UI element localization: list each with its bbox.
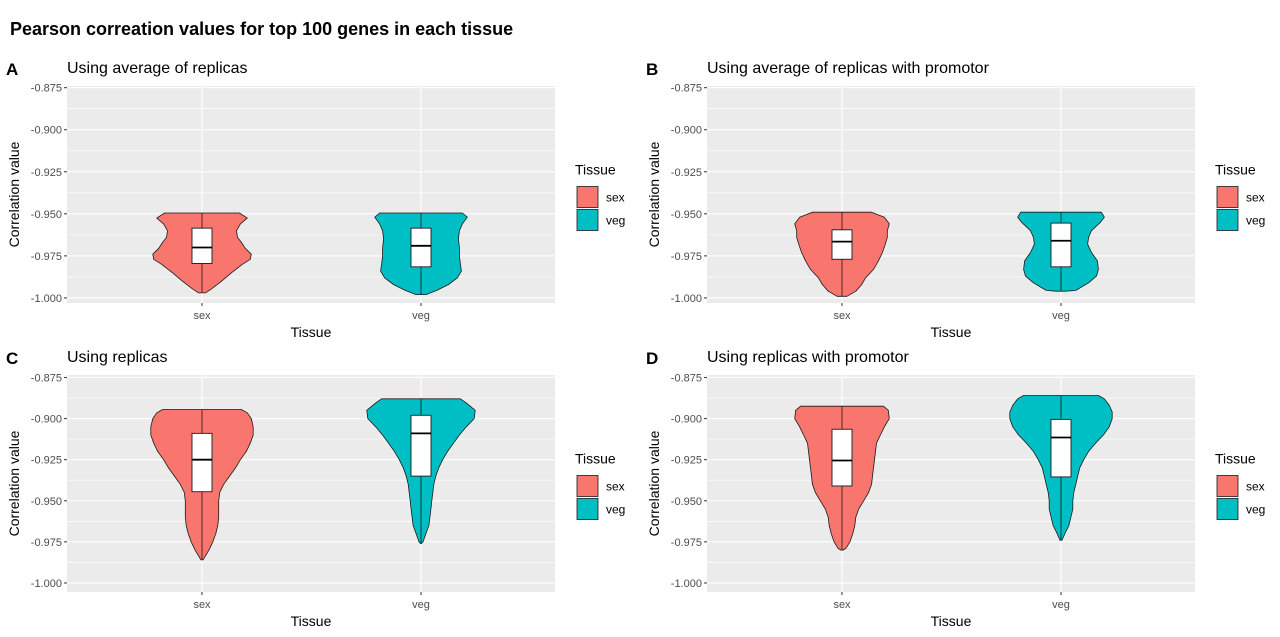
panel-b: B Using average of replicas with promoto…	[640, 56, 1280, 346]
y-tick-label: -0.875	[671, 372, 702, 384]
box-sex	[831, 428, 853, 487]
x-axis-label: Tissue	[931, 613, 972, 629]
legend-title: Tissue	[1215, 162, 1256, 178]
x-axis-label: Tissue	[931, 324, 972, 340]
legend-key-sex	[1216, 475, 1239, 497]
violin-plot: -0.875 -0.900 -0.925 -0.950 -0.975 -1.000 sex v…	[646, 83, 1265, 340]
box-veg	[410, 414, 432, 477]
panel-background	[707, 375, 1195, 592]
panel-letter: C	[6, 349, 19, 368]
legend-label: sex	[606, 191, 625, 205]
y-tick-label: -1.000	[31, 578, 62, 590]
panel-letter: D	[646, 349, 659, 368]
y-tick-label: -0.975	[671, 251, 702, 263]
panel-c: C Using replicas -0.875 -0.900 -0.925 -0.95…	[0, 345, 640, 635]
x-tick-label: veg	[412, 599, 430, 611]
legend-key-sex	[576, 475, 599, 497]
x-tick-label: sex	[193, 599, 211, 611]
box-veg	[410, 227, 432, 268]
x-axis-label: Tissue	[291, 613, 332, 629]
violin-plot: -0.875 -0.900 -0.925 -0.950 -0.975 -1.000 sex v…	[646, 372, 1265, 629]
panel-title: Using replicas with promotor	[707, 349, 909, 366]
panel-background	[707, 86, 1195, 303]
y-tick-label: -0.925	[671, 455, 702, 467]
legend-label: sex	[1246, 191, 1265, 205]
y-tick-label: -0.875	[31, 83, 62, 95]
panel-background	[67, 375, 555, 592]
y-tick-label: -1.000	[31, 293, 62, 305]
legend-title: Tissue	[575, 162, 616, 178]
legend-key-veg	[576, 498, 599, 520]
legend-label: sex	[606, 480, 625, 494]
y-tick-label: -0.900	[31, 125, 62, 137]
violin-plot: -0.875 -0.900 -0.925 -0.950 -0.975 -1.000 sex v…	[6, 372, 625, 629]
y-tick-label: -0.975	[31, 251, 62, 263]
legend-label: veg	[606, 214, 625, 228]
x-tick-label: sex	[833, 310, 851, 322]
panel-letter: A	[6, 60, 19, 79]
box-sex	[191, 432, 213, 493]
legend-key-veg	[1216, 209, 1239, 231]
legend-key-veg	[1216, 498, 1239, 520]
legend-key-veg	[576, 209, 599, 231]
legend-key-sex	[576, 186, 599, 208]
legend-label: veg	[606, 503, 625, 517]
y-tick-label: -0.950	[31, 209, 62, 221]
legend-title: Tissue	[1215, 451, 1256, 467]
legend-label: veg	[1246, 503, 1265, 517]
panel-d: D Using replicas with promotor -0.875 -0.…	[640, 345, 1280, 635]
y-tick-label: -1.000	[671, 578, 702, 590]
panel-title: Using average of replicas with promotor	[707, 60, 989, 77]
y-tick-label: -0.900	[671, 125, 702, 137]
box-sex	[831, 229, 853, 260]
legend-key-sex	[1216, 186, 1239, 208]
y-tick-label: -0.925	[31, 167, 62, 179]
y-tick-label: -0.975	[671, 537, 702, 549]
panel-background	[67, 86, 555, 303]
figure-title: Pearson correation values for top 100 ge…	[10, 19, 514, 39]
panel-letter: B	[646, 60, 659, 79]
legend-title: Tissue	[575, 451, 616, 467]
x-axis-label: Tissue	[291, 324, 332, 340]
y-tick-label: -0.975	[31, 537, 62, 549]
x-tick-label: veg	[1052, 310, 1070, 322]
y-axis-label: Correlation value	[6, 141, 22, 247]
y-axis-label: Correlation value	[6, 430, 22, 536]
y-tick-label: -0.925	[31, 455, 62, 467]
x-tick-label: veg	[412, 310, 430, 322]
x-tick-label: sex	[193, 310, 211, 322]
y-tick-label: -0.950	[31, 496, 62, 508]
legend-label: sex	[1246, 480, 1265, 494]
y-tick-label: -0.950	[671, 209, 702, 221]
y-axis-label: Correlation value	[646, 141, 662, 247]
y-tick-label: -0.950	[671, 496, 702, 508]
box-veg	[1050, 418, 1072, 478]
panel-a: A Using average of replicas -0.875 -0.900…	[0, 56, 640, 346]
box-sex	[191, 227, 213, 264]
y-tick-label: -1.000	[671, 293, 702, 305]
box-veg	[1050, 222, 1072, 268]
y-axis-label: Correlation value	[646, 430, 662, 536]
violin-plot: -0.875 -0.900 -0.925 -0.950 -0.975 -1.000 sex v…	[6, 83, 625, 340]
panel-title: Using average of replicas	[67, 60, 248, 77]
y-tick-label: -0.875	[671, 83, 702, 95]
x-tick-label: veg	[1052, 599, 1070, 611]
x-tick-label: sex	[833, 599, 851, 611]
y-tick-label: -0.900	[671, 414, 702, 426]
panel-title: Using replicas	[67, 349, 168, 366]
y-tick-label: -0.925	[671, 167, 702, 179]
y-tick-label: -0.900	[31, 414, 62, 426]
y-tick-label: -0.875	[31, 372, 62, 384]
legend-label: veg	[1246, 214, 1265, 228]
